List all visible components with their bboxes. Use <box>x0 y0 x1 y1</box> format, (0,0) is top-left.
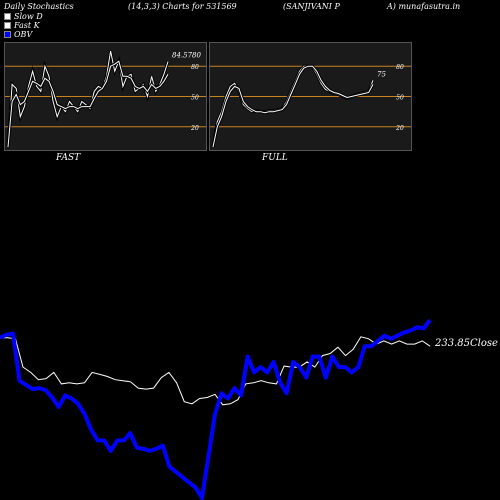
fast-stochastic-chart: 20 50 80 84.5780 <box>5 50 206 148</box>
level-label-20: 20 <box>395 125 404 132</box>
fast-panel: 20 50 80 84.5780 <box>4 42 207 151</box>
close-price-label: 233.85Close <box>434 338 498 349</box>
chart-type-label: Daily Stochastics <box>4 2 74 11</box>
series-outline-0 <box>211 64 375 148</box>
company-label: (SANJIVANI P <box>283 2 340 11</box>
legend-obv: OBV <box>4 30 32 39</box>
slow-d-line <box>212 65 374 148</box>
slow-d-swatch <box>4 13 11 20</box>
level-label-20: 20 <box>190 125 199 132</box>
chart-params-label: (14,3,3) Charts for 531569 <box>128 2 237 11</box>
legend-fast-k: Fast K <box>4 21 40 30</box>
level-label-50: 50 <box>396 95 404 102</box>
legend-slow-d: Slow D <box>4 12 43 21</box>
full-panel-title: FULL <box>262 153 288 163</box>
fast-panel-title: FAST <box>56 153 81 163</box>
level-label-80: 80 <box>396 64 404 71</box>
slow-d-line <box>7 60 169 148</box>
last-value-label: 75 <box>377 70 386 78</box>
last-value-label: 84.5780 <box>172 52 201 60</box>
close-price-line <box>0 336 431 406</box>
obv-swatch <box>4 31 11 38</box>
level-label-80: 80 <box>191 64 199 71</box>
full-stochastic-chart: 20 50 80 75 <box>210 64 411 148</box>
legend-label: OBV <box>14 30 33 39</box>
fast-k-line <box>7 51 169 148</box>
full-panel: 20 50 80 75 <box>209 42 412 151</box>
legend-label: Fast K <box>14 21 40 30</box>
level-label-50: 50 <box>191 95 199 102</box>
obv-line <box>0 318 432 500</box>
series-outline-0 <box>6 50 170 148</box>
price-obv-chart: 233.85Close <box>0 318 498 500</box>
fast-k-line <box>212 65 374 148</box>
series-outline-1 <box>211 64 375 148</box>
site-label: A) munafasutra.in <box>387 2 461 11</box>
fast-k-swatch <box>4 22 11 29</box>
legend-label: Slow D <box>14 12 43 21</box>
